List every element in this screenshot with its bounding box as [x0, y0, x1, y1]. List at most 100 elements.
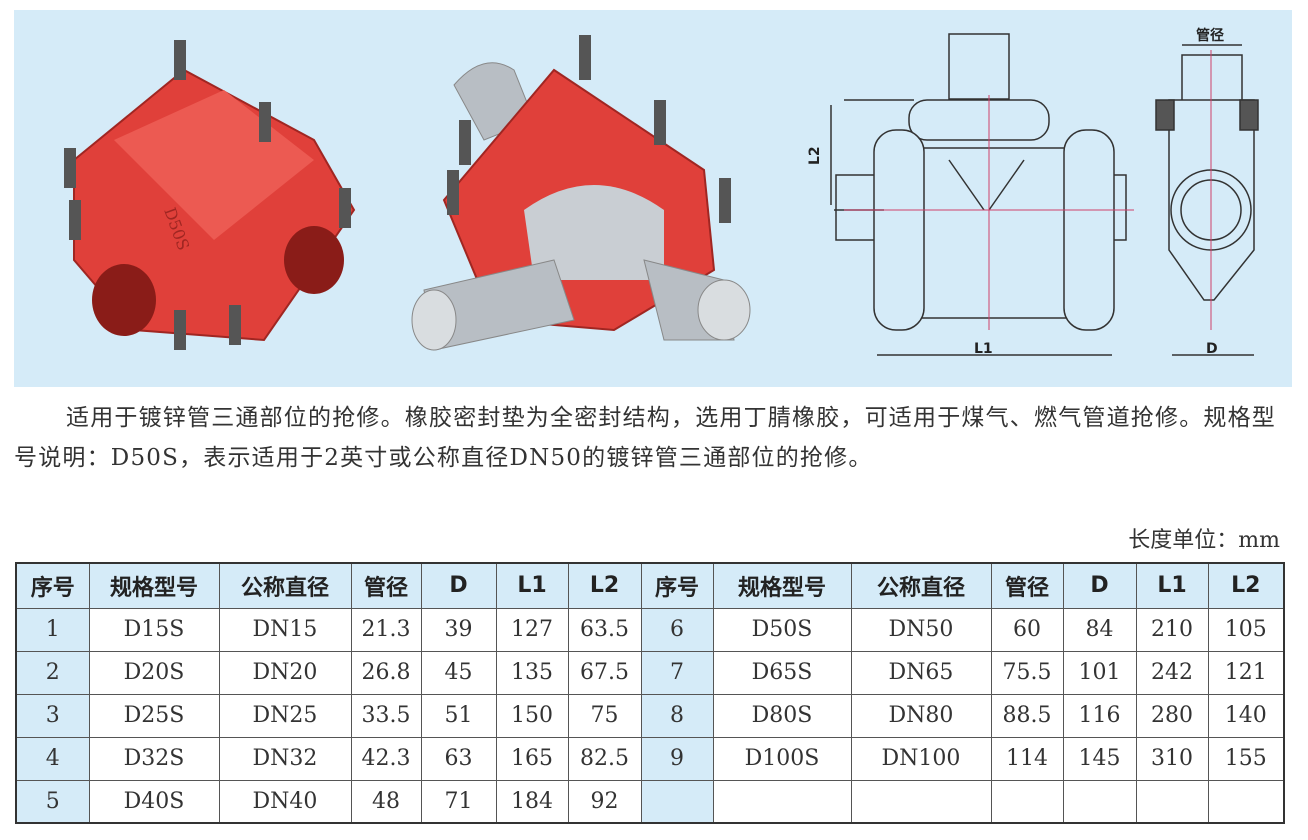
table-cell	[1207, 779, 1285, 824]
table-cell: DN65	[850, 650, 992, 695]
table-cell: DN100	[850, 736, 992, 781]
table-cell: 71	[420, 779, 497, 824]
table-cell: 63.5	[567, 607, 642, 652]
table-cell: 310	[1135, 736, 1209, 781]
table-cell: 8	[640, 693, 714, 738]
product-illustrations: D50S L1 L2 D 管径	[64, 27, 1259, 357]
l2-label: L2	[807, 146, 823, 165]
table-cell: 145	[1062, 736, 1137, 781]
table-cell: 42.3	[350, 736, 422, 781]
column-header: 管径	[990, 562, 1064, 609]
table-cell: DN32	[218, 736, 352, 781]
table-cell: DN40	[218, 779, 352, 824]
table-cell: 2	[15, 650, 90, 695]
table-cell: 150	[495, 693, 569, 738]
column-header: 序号	[15, 562, 90, 609]
table-cell: 92	[567, 779, 642, 824]
table-cell: D20S	[88, 650, 220, 695]
table-cell: 184	[495, 779, 569, 824]
table-cell: 135	[495, 650, 569, 695]
column-header: 规格型号	[88, 562, 220, 609]
table-cell: 1	[15, 607, 90, 652]
l1-label: L1	[974, 341, 993, 357]
table-cell: 242	[1135, 650, 1209, 695]
table-header-row: 序号 规格型号 公称直径 管径 D L1 L2 序号 规格型号 公称直径 管径 D L1 L2	[15, 562, 1285, 609]
table-cell: 101	[1062, 650, 1137, 695]
table-cell: 121	[1207, 650, 1285, 695]
table-cell: 84	[1062, 607, 1137, 652]
column-header: L2	[567, 562, 642, 609]
column-header: L1	[1135, 562, 1209, 609]
pipe-diameter-label: 管径	[1196, 27, 1224, 44]
column-header: 序号	[640, 562, 714, 609]
table-row: 4 D32S DN32 42.3 63 165 82.5 9 D100S DN100 114 145 3…	[15, 736, 1285, 781]
table-cell: 45	[420, 650, 497, 695]
column-header: L1	[495, 562, 569, 609]
table-cell: 63	[420, 736, 497, 781]
table-cell: D15S	[88, 607, 220, 652]
table-cell	[1135, 779, 1209, 824]
table-cell: DN80	[850, 693, 992, 738]
table-cell: 114	[990, 736, 1064, 781]
unit-label: 长度单位：mm	[1128, 528, 1280, 553]
table-cell: D25S	[88, 693, 220, 738]
product-image-panel: D50S L1 L2 D 管径	[14, 10, 1292, 387]
table-cell: DN15	[218, 607, 352, 652]
table-cell: 75	[567, 693, 642, 738]
side-view-drawing	[1155, 44, 1259, 356]
table-cell	[640, 779, 714, 824]
column-header: 规格型号	[712, 562, 852, 609]
table-cell: DN25	[218, 693, 352, 738]
table-cell: 9	[640, 736, 714, 781]
table-cell: 33.5	[350, 693, 422, 738]
table-cell: 5	[15, 779, 90, 824]
table-cell: D80S	[712, 693, 852, 738]
table-cell: 155	[1207, 736, 1285, 781]
column-header: L2	[1207, 562, 1285, 609]
spec-table: 序号 规格型号 公称直径 管径 D L1 L2 序号 规格型号 公称直径 管径 D L1 L2 1 D15S…	[15, 562, 1285, 824]
column-header: 公称直径	[218, 562, 352, 609]
table-cell: 210	[1135, 607, 1209, 652]
column-header: 管径	[350, 562, 422, 609]
table-cell	[712, 779, 852, 824]
table-cell: 82.5	[567, 736, 642, 781]
table-cell: 280	[1135, 693, 1209, 738]
table-cell: 4	[15, 736, 90, 781]
table-row: 3 D25S DN25 33.5 51 150 75 8 D80S DN80 88.5 116 280 1…	[15, 693, 1285, 738]
table-cell	[990, 779, 1064, 824]
table-cell: DN20	[218, 650, 352, 695]
table-cell: DN50	[850, 607, 992, 652]
column-header: D	[1062, 562, 1137, 609]
table-row: 1 D15S DN15 21.3 39 127 63.5 6 D50S DN50 60 84 210 10…	[15, 607, 1285, 652]
table-cell: 75.5	[990, 650, 1064, 695]
table-cell	[1062, 779, 1137, 824]
table-cell: 60	[990, 607, 1064, 652]
table-cell: 7	[640, 650, 714, 695]
table-cell: 165	[495, 736, 569, 781]
table-cell: 67.5	[567, 650, 642, 695]
table-cell: D50S	[712, 607, 852, 652]
table-cell: D40S	[88, 779, 220, 824]
table-cell: 39	[420, 607, 497, 652]
table-cell: 116	[1062, 693, 1137, 738]
table-row: 5 D40S DN40 48 71 184 92	[15, 779, 1285, 824]
tee-clamp-product-image: D50S	[64, 40, 356, 350]
table-cell: 48	[350, 779, 422, 824]
table-cell: 140	[1207, 693, 1285, 738]
description: 适用于镀锌管三通部位的抢修。橡胶密封垫为全密封结构，选用丁腈橡胶，可适用于煤气、…	[14, 405, 1276, 471]
table-cell: 21.3	[350, 607, 422, 652]
table-cell: D65S	[712, 650, 852, 695]
table-cell: D100S	[712, 736, 852, 781]
table-cell: 88.5	[990, 693, 1064, 738]
front-view-drawing	[830, 33, 1134, 356]
column-header: D	[420, 562, 497, 609]
table-cell: 6	[640, 607, 714, 652]
column-header: 公称直径	[850, 562, 992, 609]
table-cell: D32S	[88, 736, 220, 781]
d-label: D	[1206, 341, 1218, 357]
table-cell: 105	[1207, 607, 1285, 652]
table-cell: 3	[15, 693, 90, 738]
tee-clamp-cutaway-image	[411, 35, 751, 351]
table-cell: 26.8	[350, 650, 422, 695]
table-cell	[850, 779, 992, 824]
